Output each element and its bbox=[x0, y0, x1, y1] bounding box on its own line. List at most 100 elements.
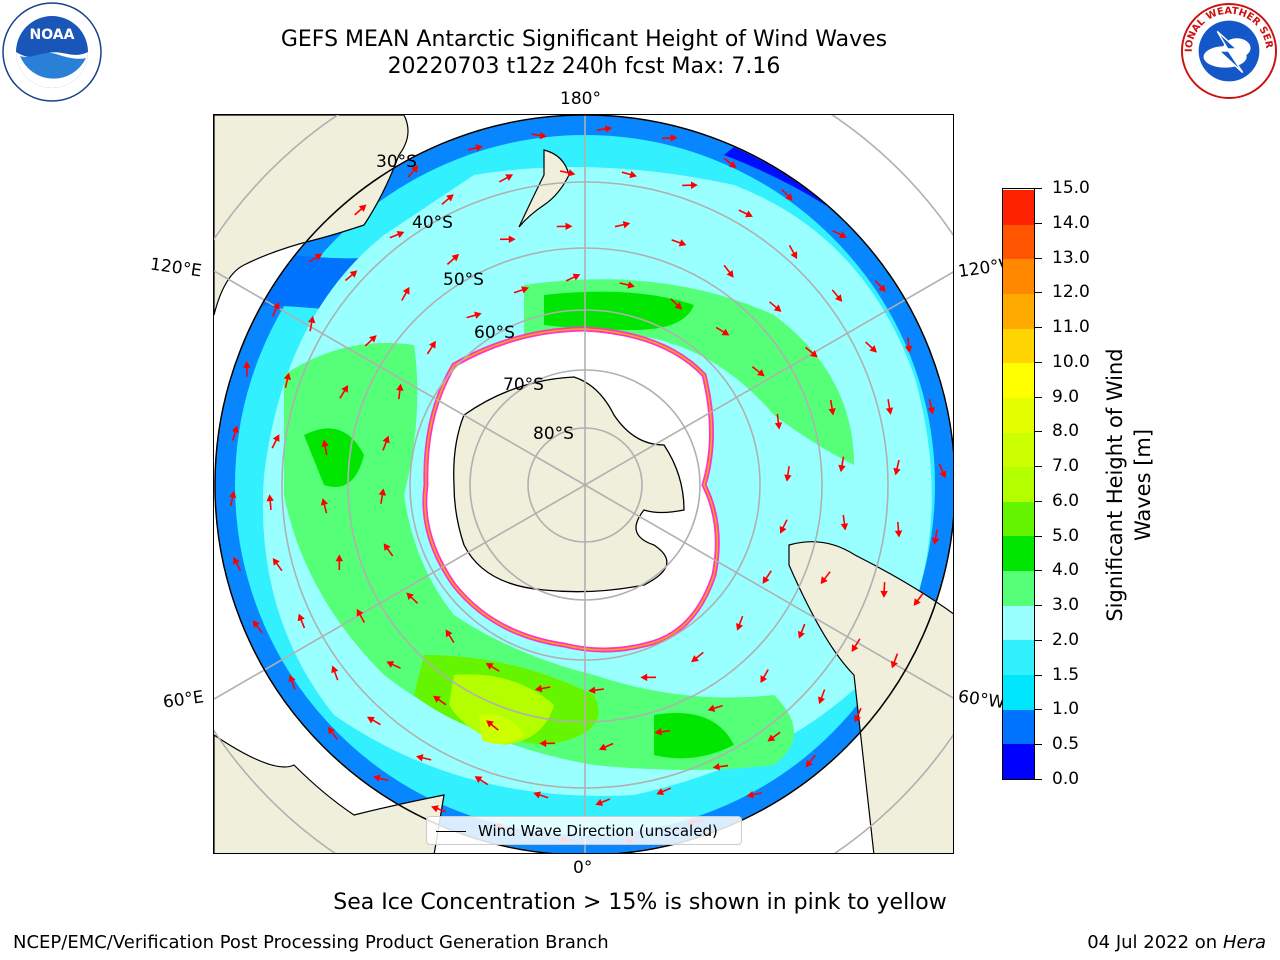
map-panel bbox=[213, 114, 954, 854]
wind-wave-arrowhead bbox=[378, 488, 387, 496]
wind-wave-arrowhead bbox=[297, 613, 305, 622]
colorbar-tick-label: 5.0 bbox=[1052, 525, 1080, 546]
wind-wave-arrowhead bbox=[335, 554, 344, 562]
antarctica-land bbox=[453, 376, 685, 593]
colorbar-segment bbox=[1003, 466, 1034, 502]
wind-wave-arrowhead bbox=[674, 302, 683, 310]
colorbar-segment bbox=[1003, 397, 1034, 433]
wind-wave-arrowhead bbox=[358, 204, 367, 212]
wind-wave-arrowhead bbox=[475, 144, 484, 152]
noaa-text: NOAA bbox=[30, 27, 75, 43]
colorbar-tick-label: 12.0 bbox=[1052, 282, 1090, 303]
lat-label-40s: 40°S bbox=[412, 213, 453, 233]
wind-wave-arrowhead bbox=[567, 169, 576, 177]
wind-wave-arrowhead bbox=[272, 301, 280, 310]
colorbar-tick bbox=[1035, 500, 1042, 502]
wind-wave-arrowhead bbox=[604, 125, 613, 133]
wind-wave-arrowhead bbox=[869, 345, 878, 353]
colorbar-segment bbox=[1003, 501, 1034, 537]
wind-wave-arrowhead bbox=[433, 695, 441, 703]
wind-wave-arrowhead bbox=[402, 286, 410, 295]
wind-wave-arrowhead bbox=[805, 759, 813, 768]
wind-wave-arrowhead bbox=[656, 788, 665, 796]
colorbar-segment bbox=[1003, 432, 1034, 468]
wind-wave-arrowhead bbox=[745, 210, 753, 218]
wind-wave-arrowhead bbox=[785, 193, 793, 201]
wind-wave-arrowhead bbox=[534, 684, 543, 693]
noaa-logo: NOAA bbox=[2, 2, 102, 102]
colorbar-tick bbox=[1035, 361, 1042, 363]
colorbar-tick bbox=[1035, 570, 1042, 572]
wind-wave-arrowhead bbox=[508, 235, 516, 243]
lon-label-180: 180° bbox=[560, 89, 601, 109]
wind-wave-arrowhead bbox=[629, 170, 638, 179]
wind-wave-arrowhead bbox=[288, 674, 296, 683]
wind-wave-arrowhead bbox=[712, 763, 720, 771]
wind-wave-arrowhead bbox=[396, 230, 405, 238]
wind-wave-arrowhead bbox=[838, 231, 847, 239]
wind-wave-arrowhead bbox=[252, 620, 260, 628]
colorbar-tick bbox=[1035, 466, 1042, 468]
colorbar-segment bbox=[1003, 293, 1034, 329]
colorbar-tick bbox=[1035, 257, 1042, 259]
wind-wave-arrowhead bbox=[762, 576, 770, 584]
wind-wave-arrowhead bbox=[890, 660, 898, 669]
colorbar-tick-label: 10.0 bbox=[1052, 351, 1090, 372]
wind-wave-arrowhead bbox=[880, 590, 888, 598]
colorbar-tick bbox=[1035, 779, 1042, 780]
colorbar-tick bbox=[1035, 605, 1042, 607]
colorbar-tick bbox=[1035, 431, 1042, 433]
wind-wave-arrowhead bbox=[411, 165, 419, 173]
colorbar-tick-label: 6.0 bbox=[1052, 490, 1080, 511]
wind-wave-arrowhead bbox=[840, 523, 849, 531]
wind-wave-arrowhead bbox=[893, 467, 901, 476]
lat-label-60s: 60°S bbox=[474, 323, 515, 343]
colorbar-tick-label: 14.0 bbox=[1052, 212, 1090, 233]
wind-wave-arrowhead bbox=[784, 474, 792, 482]
wind-wave-arrowhead bbox=[486, 720, 494, 728]
wind-wave-arrowhead bbox=[670, 134, 678, 142]
wind-wave-arrowhead bbox=[321, 439, 329, 448]
wind-wave-arrowhead bbox=[931, 537, 940, 545]
colorbar-segment bbox=[1003, 674, 1034, 710]
map-legend: Wind Wave Direction (unscaled) bbox=[426, 816, 742, 845]
wind-wave-arrowhead bbox=[572, 273, 581, 281]
lat-label-70s: 70°S bbox=[503, 375, 544, 395]
colorbar-tick-label: 2.0 bbox=[1052, 629, 1080, 650]
wind-wave-arrowhead bbox=[691, 655, 699, 663]
chart-title: GEFS MEAN Antarctic Significant Height o… bbox=[280, 27, 888, 52]
wind-wave-arrowhead bbox=[406, 592, 414, 601]
wind-wave-arrowhead bbox=[779, 525, 787, 534]
lat-label-50s: 50°S bbox=[443, 270, 484, 290]
colorbar-tick-label: 7.0 bbox=[1052, 456, 1080, 477]
wind-wave-arrowhead bbox=[654, 728, 662, 736]
wind-wave-arrowhead bbox=[474, 776, 483, 784]
africa-land bbox=[214, 734, 445, 853]
colorbar-tick bbox=[1035, 535, 1042, 537]
wind-wave-arrowhead bbox=[885, 407, 894, 415]
colorbar-tick-label: 8.0 bbox=[1052, 421, 1080, 442]
wind-wave-arrowhead bbox=[797, 630, 805, 639]
colorbar-segment bbox=[1003, 362, 1034, 398]
wind-wave-arrowhead bbox=[283, 372, 292, 381]
wind-wave-arrowhead bbox=[565, 222, 573, 231]
wind-wave-arrowhead bbox=[356, 608, 364, 617]
wind-wave-arrowhead bbox=[894, 530, 903, 538]
wind-wave-arrowhead bbox=[272, 557, 280, 566]
wind-wave-arrowhead bbox=[835, 294, 843, 302]
colorbar-segment bbox=[1003, 328, 1034, 364]
colorbar-segment bbox=[1003, 224, 1034, 260]
colorbar-tick bbox=[1035, 292, 1042, 294]
lon-label-0: 0° bbox=[573, 858, 593, 878]
wind-wave-arrowhead bbox=[485, 663, 494, 670]
wind-wave-arrowhead bbox=[445, 629, 453, 638]
colorbar-tick-label: 9.0 bbox=[1052, 386, 1080, 407]
credit-text: NCEP/EMC/Verification Post Processing Pr… bbox=[13, 932, 609, 953]
wind-wave-arrowhead bbox=[627, 281, 635, 289]
wind-wave-arrowhead bbox=[386, 661, 395, 668]
wind-wave-arrowhead bbox=[366, 716, 375, 724]
wind-wave-arrowhead bbox=[878, 284, 886, 293]
wind-wave-arrowhead bbox=[854, 714, 861, 723]
colorbar-segment bbox=[1003, 709, 1034, 745]
wind-wave-arrowhead bbox=[678, 239, 687, 247]
